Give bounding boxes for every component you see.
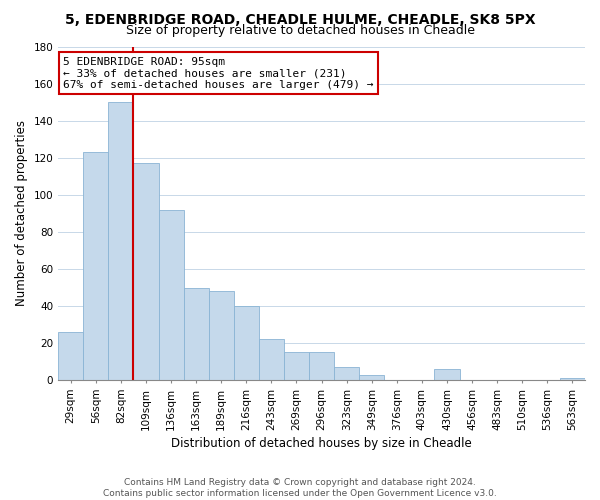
Bar [184, 288, 209, 380]
Bar [109, 102, 133, 380]
Bar [309, 352, 334, 380]
Text: Size of property relative to detached houses in Cheadle: Size of property relative to detached ho… [125, 24, 475, 37]
Text: 5 EDENBRIDGE ROAD: 95sqm
← 33% of detached houses are smaller (231)
67% of semi-: 5 EDENBRIDGE ROAD: 95sqm ← 33% of detach… [64, 56, 374, 90]
Bar [284, 352, 309, 380]
Bar [560, 378, 585, 380]
Bar [133, 164, 158, 380]
Bar [259, 340, 284, 380]
Bar [158, 210, 184, 380]
Bar [434, 369, 460, 380]
Bar [334, 368, 359, 380]
Bar [83, 152, 109, 380]
Bar [234, 306, 259, 380]
Text: Contains HM Land Registry data © Crown copyright and database right 2024.
Contai: Contains HM Land Registry data © Crown c… [103, 478, 497, 498]
Text: 5, EDENBRIDGE ROAD, CHEADLE HULME, CHEADLE, SK8 5PX: 5, EDENBRIDGE ROAD, CHEADLE HULME, CHEAD… [65, 12, 535, 26]
Y-axis label: Number of detached properties: Number of detached properties [15, 120, 28, 306]
Bar [58, 332, 83, 380]
Bar [359, 374, 385, 380]
Bar [209, 292, 234, 380]
X-axis label: Distribution of detached houses by size in Cheadle: Distribution of detached houses by size … [171, 437, 472, 450]
